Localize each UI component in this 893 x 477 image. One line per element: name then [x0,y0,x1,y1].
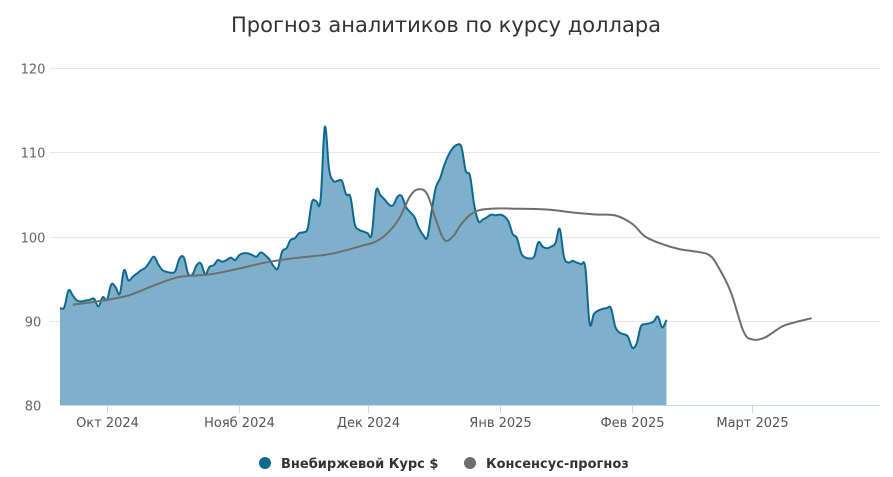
y-tick-label: 90 [25,316,42,331]
x-tick-label: Нояб 2024 [204,416,275,431]
legend-marker-consensus [464,457,476,469]
chart-title: Прогноз аналитиков по курсу доллара [231,13,661,37]
y-tick-label: 120 [21,63,46,78]
x-tick-label: Март 2025 [716,416,788,431]
x-tick-label: Дек 2024 [337,416,400,431]
legend: Внебиржевой Курс $ Консенсус-прогноз [259,457,629,472]
x-tick-label: Окт 2024 [76,416,139,431]
legend-item-consensus[interactable]: Консенсус-прогноз [464,457,629,472]
legend-item-otc-rate[interactable]: Внебиржевой Курс $ [259,457,438,472]
y-tick-label: 80 [25,400,42,415]
otc-rate-area [60,126,667,405]
x-axis: Окт 2024 Нояб 2024 Дек 2024 Янв 2025 Фев 202… [60,405,880,431]
legend-label-otc-rate: Внебиржевой Курс $ [281,457,438,472]
plot-area [59,125,812,405]
y-axis: 80 90 100 110 120 [21,63,46,415]
y-tick-label: 110 [21,147,46,162]
consensus-forecast-line [72,188,812,341]
x-tick-label: Янв 2025 [469,416,531,431]
legend-label-consensus: Консенсус-прогноз [486,457,629,472]
legend-marker-otc-rate [259,457,271,469]
x-tick-label: Фев 2025 [600,416,664,431]
otc-rate-line [59,125,668,350]
y-tick-label: 100 [21,232,46,247]
